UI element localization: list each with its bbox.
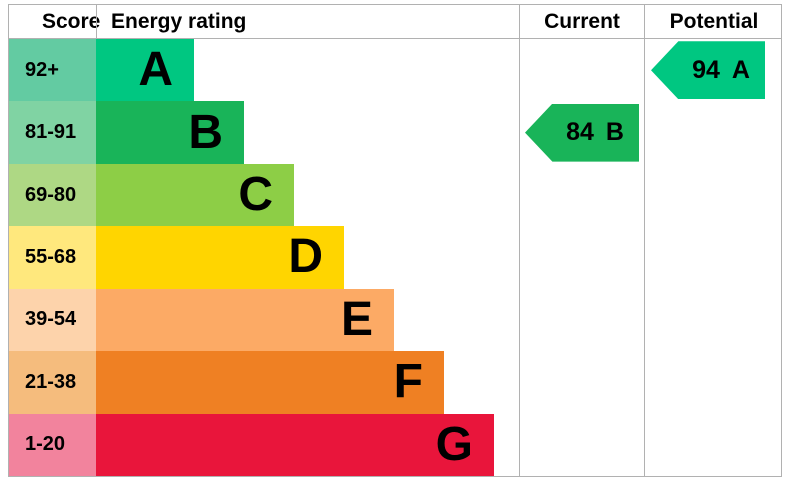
band-row-g: 1-20 G	[9, 413, 783, 476]
current-cell-e	[519, 288, 644, 352]
potential-cell-g	[644, 413, 783, 476]
current-cell-c	[519, 163, 644, 227]
current-score-value: 84	[566, 118, 594, 147]
band-row-f: 21-38 F	[9, 351, 783, 414]
score-range-e: 39-54	[9, 288, 96, 352]
current-band-letter: B	[605, 118, 624, 147]
score-range-b: 81-91	[9, 101, 96, 164]
bar-cell-g: G	[96, 413, 519, 476]
potential-band-letter: A	[731, 55, 750, 84]
current-column-header: Current	[519, 5, 644, 38]
band-bar-f: F	[96, 351, 444, 414]
current-cell-a	[519, 39, 644, 102]
current-cell-d	[519, 226, 644, 289]
current-cell-g	[519, 413, 644, 476]
energy-rating-column-header: Energy rating	[96, 5, 519, 38]
current-cell-f	[519, 351, 644, 414]
bar-cell-f: F	[96, 351, 519, 414]
current-cell-b: 84 B	[519, 101, 644, 164]
bar-cell-e: E	[96, 288, 519, 352]
potential-cell-f	[644, 351, 783, 414]
bar-cell-b: B	[96, 101, 519, 164]
band-rows: 92+ A 94 A 81-91 B	[9, 39, 781, 476]
band-row-a: 92+ A 94 A	[9, 39, 783, 102]
epc-table: Score Energy rating Current Potential 92…	[8, 4, 782, 477]
potential-cell-e	[644, 288, 783, 352]
score-range-a: 92+	[9, 39, 96, 102]
bar-cell-c: C	[96, 163, 519, 227]
potential-column-header: Potential	[644, 5, 783, 38]
potential-cell-c	[644, 163, 783, 227]
table-header: Score Energy rating Current Potential	[9, 5, 781, 39]
score-range-g: 1-20	[9, 413, 96, 476]
band-row-b: 81-91 B 84 B	[9, 101, 783, 164]
band-bar-d: D	[96, 226, 344, 289]
potential-cell-d	[644, 226, 783, 289]
potential-cell-a: 94 A	[644, 39, 783, 102]
band-bar-g: G	[96, 413, 494, 476]
score-range-c: 69-80	[9, 163, 96, 227]
band-row-c: 69-80 C	[9, 163, 783, 227]
bar-cell-a: A	[96, 39, 519, 102]
potential-rating-arrow: 94 A	[651, 41, 765, 100]
bar-cell-d: D	[96, 226, 519, 289]
band-bar-b: B	[96, 101, 244, 164]
score-range-f: 21-38	[9, 351, 96, 414]
band-bar-c: C	[96, 163, 294, 227]
band-row-e: 39-54 E	[9, 288, 783, 352]
score-range-d: 55-68	[9, 226, 96, 289]
band-bar-e: E	[96, 288, 394, 352]
band-bar-a: A	[96, 39, 194, 102]
potential-score-value: 94	[692, 55, 720, 84]
current-rating-arrow: 84 B	[525, 103, 639, 162]
potential-cell-b	[644, 101, 783, 164]
band-row-d: 55-68 D	[9, 226, 783, 289]
score-column-header: Score	[42, 9, 101, 33]
